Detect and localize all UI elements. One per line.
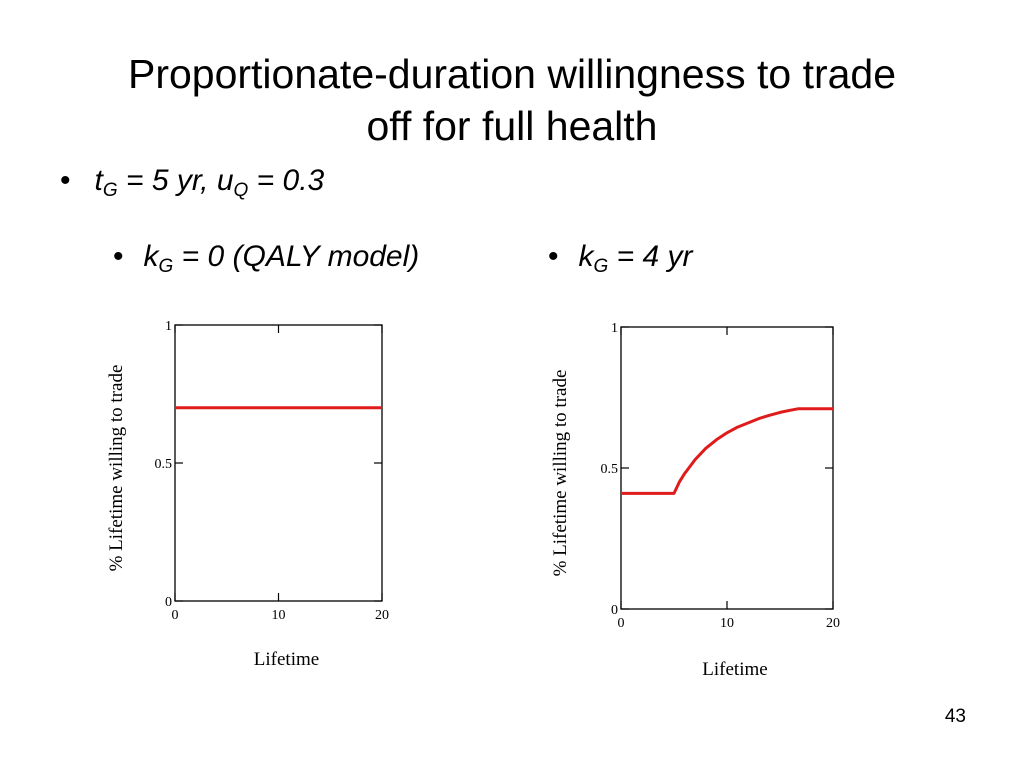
y-tick-label: 0 — [611, 603, 618, 618]
left-chart-bullet: • kG = 0 (QALY model) — [113, 240, 419, 278]
x-tick-label: 0 — [618, 616, 625, 631]
y-axis-label: % Lifetime willing to trade — [550, 370, 571, 577]
k-symbol: k — [143, 240, 159, 273]
k-value: = 0 (QALY model) — [173, 240, 420, 273]
y-tick-label: 0.5 — [601, 462, 619, 477]
t-symbol: t — [94, 164, 103, 197]
k-subscript: G — [593, 256, 609, 277]
y-tick-label: 0.5 — [155, 457, 173, 472]
slide-title: Proportionate-duration willingness to tr… — [62, 48, 962, 152]
plot-frame — [174, 324, 383, 602]
x-tick-label: 0 — [172, 608, 179, 623]
y-axis-label: % Lifetime willing to trade — [106, 365, 127, 572]
u-symbol: u — [216, 164, 234, 197]
series-line — [621, 407, 833, 495]
x-tick-label: 10 — [720, 616, 734, 631]
x-tick-label: 20 — [826, 616, 840, 631]
x-tick-label: 20 — [375, 608, 389, 623]
k-symbol: k — [578, 240, 594, 273]
title-line-2: off for full health — [366, 103, 658, 149]
y-tick-label: 1 — [611, 321, 618, 336]
k-value: = 4 yr — [608, 240, 693, 273]
title-line-1: Proportionate-duration willingness to tr… — [127, 51, 897, 97]
right-chart: 0 10 20 0 0.5 1 Lifetime % Lifetime willing to … — [550, 321, 840, 680]
bullet-dot: • — [548, 240, 559, 273]
x-tick-label: 10 — [272, 608, 286, 623]
bullet-dot: • — [113, 240, 124, 273]
y-tick-label: 0 — [165, 595, 172, 610]
u-subscript: Q — [233, 180, 249, 201]
plot-frame — [620, 326, 834, 610]
x-axis-label: Lifetime — [702, 659, 767, 680]
page-number: 43 — [944, 706, 966, 727]
param-bullet: • tG = 5 yr, uQ = 0.3 — [60, 164, 324, 202]
k-subscript: G — [158, 256, 174, 277]
t-value: = 5 yr, — [117, 164, 217, 197]
right-chart-bullet: • kG = 4 yr — [548, 240, 693, 278]
u-value: = 0.3 — [248, 164, 325, 197]
y-tick-label: 1 — [165, 319, 172, 334]
t-subscript: G — [102, 180, 118, 201]
x-axis-label: Lifetime — [254, 649, 319, 670]
left-chart: 0 10 20 0 0.5 1 Lifetime % Lifetime willing to … — [106, 319, 389, 670]
bullet-dot: • — [60, 164, 71, 197]
